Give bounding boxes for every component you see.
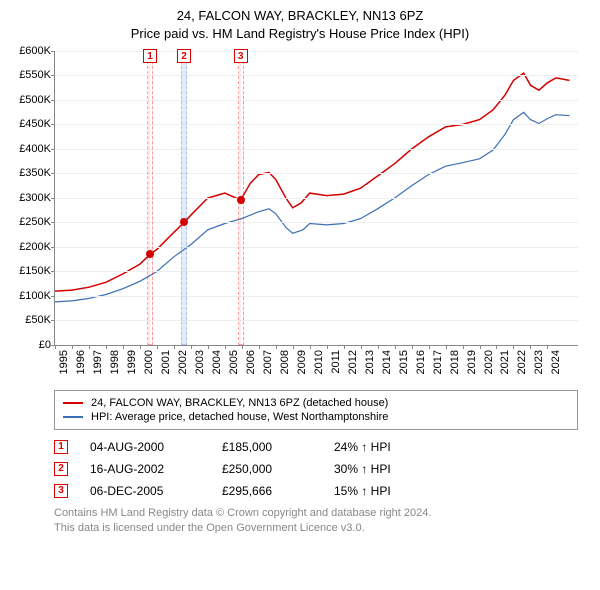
series-hpi xyxy=(55,112,570,302)
sale-marker-icon: 3 xyxy=(234,49,248,63)
x-tick-label: 2010 xyxy=(313,350,325,374)
sale-band xyxy=(181,51,187,345)
sale-row: 1 04-AUG-2000 £185,000 24% ↑ HPI xyxy=(54,440,578,454)
sale-price: £250,000 xyxy=(222,462,312,476)
x-tick-label: 2016 xyxy=(415,350,427,374)
x-tick-label: 2011 xyxy=(330,350,342,374)
footer-line2: This data is licensed under the Open Gov… xyxy=(54,521,578,536)
x-tick-label: 2002 xyxy=(177,350,189,374)
sale-gap: 15% ↑ HPI xyxy=(334,484,404,498)
y-tick-label: £550K xyxy=(9,69,51,81)
y-tick-label: £200K xyxy=(9,241,51,253)
x-tick-label: 2019 xyxy=(466,350,478,374)
y-tick-label: £150K xyxy=(9,265,51,277)
sale-marker-icon: 2 xyxy=(54,462,68,476)
x-tick-label: 2013 xyxy=(364,350,376,374)
chart-area: £0£50K£100K£150K£200K£250K£300K£350K£400… xyxy=(54,51,578,386)
y-tick-label: £300K xyxy=(9,192,51,204)
sale-date: 04-AUG-2000 xyxy=(90,440,200,454)
sales-list: 1 04-AUG-2000 £185,000 24% ↑ HPI 2 16-AU… xyxy=(54,440,578,498)
x-tick-label: 2000 xyxy=(143,350,155,374)
sale-date: 16-AUG-2002 xyxy=(90,462,200,476)
x-tick-label: 1999 xyxy=(126,350,138,374)
footer-attribution: Contains HM Land Registry data © Crown c… xyxy=(54,506,578,536)
sale-date: 06-DEC-2005 xyxy=(90,484,200,498)
x-tick-label: 2017 xyxy=(432,350,444,374)
x-tick-label: 2021 xyxy=(499,350,511,374)
x-tick-label: 1998 xyxy=(109,350,121,374)
x-tick-label: 2009 xyxy=(296,350,308,374)
sale-marker-icon: 1 xyxy=(54,440,68,454)
sale-gap: 24% ↑ HPI xyxy=(334,440,404,454)
x-tick-label: 2018 xyxy=(449,350,461,374)
chart-title: 24, FALCON WAY, BRACKLEY, NN13 6PZ Price… xyxy=(12,8,588,43)
legend-label: HPI: Average price, detached house, West… xyxy=(91,411,388,423)
sale-marker-icon: 2 xyxy=(177,49,191,63)
series-price_paid xyxy=(55,73,570,291)
sale-band xyxy=(147,51,153,345)
y-tick-label: £100K xyxy=(9,290,51,302)
x-tick-label: 2020 xyxy=(483,350,495,374)
x-tick-label: 2012 xyxy=(347,350,359,374)
legend: 24, FALCON WAY, BRACKLEY, NN13 6PZ (deta… xyxy=(54,390,578,430)
sale-point xyxy=(146,250,154,258)
sale-price: £295,666 xyxy=(222,484,312,498)
legend-label: 24, FALCON WAY, BRACKLEY, NN13 6PZ (deta… xyxy=(91,397,388,409)
y-tick-label: £600K xyxy=(9,45,51,57)
sale-marker-icon: 3 xyxy=(54,484,68,498)
legend-item-price-paid: 24, FALCON WAY, BRACKLEY, NN13 6PZ (deta… xyxy=(63,397,569,409)
x-tick-label: 2015 xyxy=(398,350,410,374)
legend-item-hpi: HPI: Average price, detached house, West… xyxy=(63,411,569,423)
x-tick-label: 2007 xyxy=(262,350,274,374)
x-axis-labels: 1995 1996 1997 1998 1999 2000 2001 2002 2003 2004… xyxy=(54,346,578,386)
y-tick-label: £350K xyxy=(9,167,51,179)
sale-marker-icon: 1 xyxy=(143,49,157,63)
sale-row: 3 06-DEC-2005 £295,666 15% ↑ HPI xyxy=(54,484,578,498)
sale-gap: 30% ↑ HPI xyxy=(334,462,404,476)
y-tick-label: £500K xyxy=(9,94,51,106)
y-tick-label: £450K xyxy=(9,118,51,130)
legend-swatch xyxy=(63,402,83,404)
x-tick-label: 2006 xyxy=(245,350,257,374)
x-tick-label: 2004 xyxy=(211,350,223,374)
y-tick-label: £0 xyxy=(9,339,51,351)
x-tick-label: 2022 xyxy=(516,350,528,374)
y-tick-label: £250K xyxy=(9,216,51,228)
x-tick-label: 1995 xyxy=(58,350,70,374)
x-tick-label: 2024 xyxy=(550,350,562,374)
y-tick-label: £400K xyxy=(9,143,51,155)
x-tick-label: 2008 xyxy=(279,350,291,374)
x-tick-label: 2014 xyxy=(381,350,393,374)
x-tick-label: 2023 xyxy=(533,350,545,374)
x-tick-label: 1996 xyxy=(75,350,87,374)
legend-swatch xyxy=(63,416,83,418)
title-subtitle: Price paid vs. HM Land Registry's House … xyxy=(12,26,588,43)
sale-point xyxy=(237,196,245,204)
x-tick-label: 1997 xyxy=(92,350,104,374)
x-tick-label: 2003 xyxy=(194,350,206,374)
page: 24, FALCON WAY, BRACKLEY, NN13 6PZ Price… xyxy=(0,0,600,590)
footer-line1: Contains HM Land Registry data © Crown c… xyxy=(54,506,578,521)
sale-row: 2 16-AUG-2002 £250,000 30% ↑ HPI xyxy=(54,462,578,476)
sale-price: £185,000 xyxy=(222,440,312,454)
plot-region: £0£50K£100K£150K£200K£250K£300K£350K£400… xyxy=(54,51,578,346)
x-tick-label: 2005 xyxy=(228,350,240,374)
x-tick-label: 2001 xyxy=(160,350,172,374)
sale-point xyxy=(180,218,188,226)
title-address: 24, FALCON WAY, BRACKLEY, NN13 6PZ xyxy=(12,8,588,25)
y-tick-label: £50K xyxy=(9,314,51,326)
